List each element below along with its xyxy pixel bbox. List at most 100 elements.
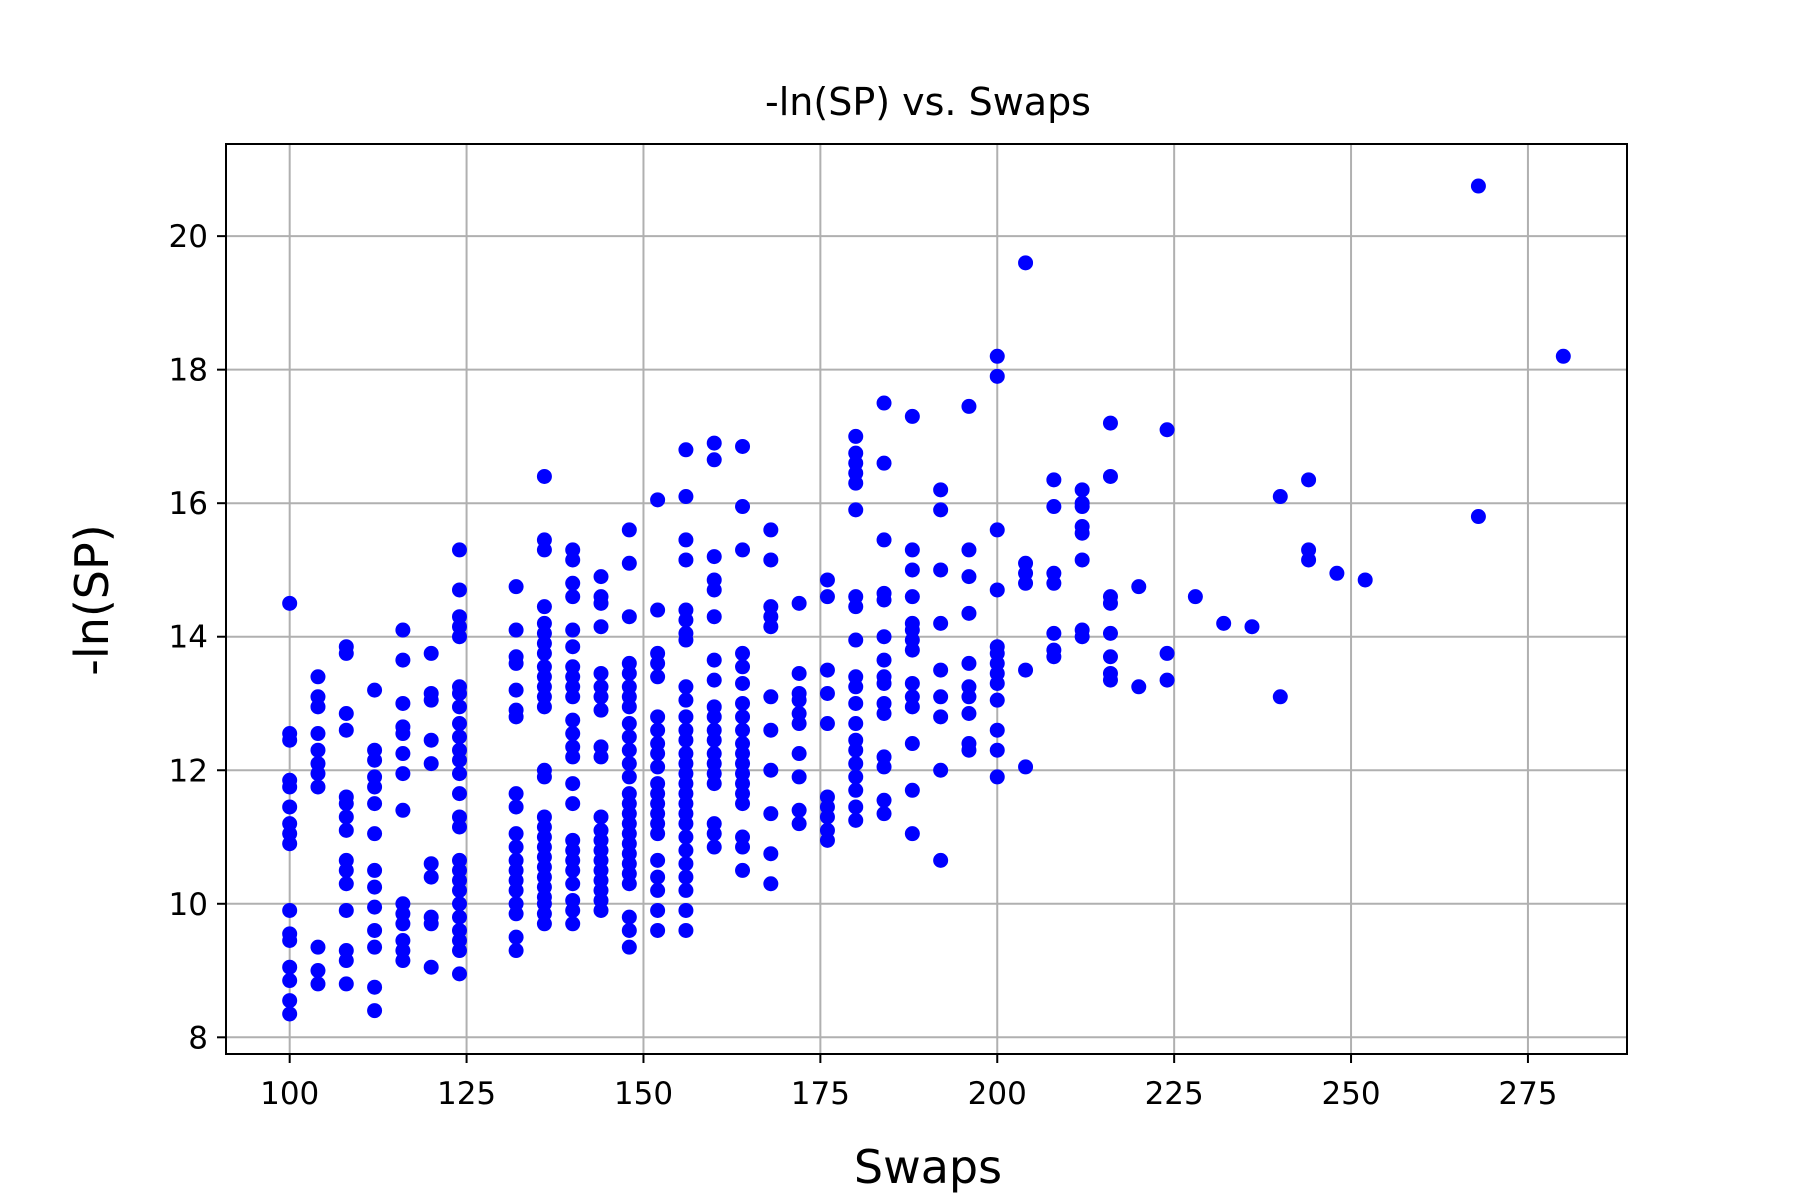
data-point xyxy=(848,632,864,648)
data-point xyxy=(536,532,552,548)
data-point xyxy=(1555,348,1571,364)
data-point xyxy=(1046,642,1062,658)
data-point xyxy=(735,862,751,878)
data-point xyxy=(791,816,807,832)
data-points xyxy=(282,178,1571,1022)
data-point xyxy=(423,959,439,975)
data-point xyxy=(1074,519,1090,535)
data-point xyxy=(621,522,637,538)
data-point xyxy=(367,769,383,785)
data-point xyxy=(536,615,552,631)
data-point xyxy=(933,709,949,725)
data-point xyxy=(848,502,864,518)
data-point xyxy=(650,492,666,508)
data-point xyxy=(763,689,779,705)
data-point xyxy=(338,902,354,918)
data-point xyxy=(706,699,722,715)
data-point xyxy=(310,742,326,758)
data-point xyxy=(508,579,524,595)
data-point xyxy=(565,712,581,728)
data-point xyxy=(650,669,666,685)
data-point xyxy=(565,876,581,892)
data-point xyxy=(593,589,609,605)
data-point xyxy=(1216,615,1232,631)
data-point xyxy=(989,769,1005,785)
data-point xyxy=(735,499,751,515)
data-point xyxy=(338,809,354,825)
data-point xyxy=(367,922,383,938)
data-point xyxy=(508,799,524,815)
data-point xyxy=(933,482,949,498)
data-point xyxy=(933,615,949,631)
data-point xyxy=(933,562,949,578)
data-point xyxy=(735,722,751,738)
data-point xyxy=(593,822,609,838)
data-point xyxy=(452,809,467,825)
data-point xyxy=(282,816,298,832)
data-point xyxy=(565,575,581,591)
data-point xyxy=(565,726,581,742)
data-point xyxy=(508,929,524,945)
data-point xyxy=(1102,468,1118,484)
data-point xyxy=(508,826,524,842)
data-point xyxy=(310,963,326,979)
data-point xyxy=(791,746,807,762)
data-point xyxy=(565,796,581,812)
data-point xyxy=(310,726,326,742)
data-point xyxy=(508,852,524,868)
data-point xyxy=(678,902,694,918)
data-point xyxy=(282,595,298,611)
data-point xyxy=(282,926,298,942)
data-point xyxy=(819,662,835,678)
data-point xyxy=(763,806,779,822)
data-point xyxy=(395,719,411,735)
data-point xyxy=(1102,625,1118,641)
data-point xyxy=(452,729,467,745)
data-point xyxy=(904,826,920,842)
data-point xyxy=(706,435,722,451)
x-tick-label: 175 xyxy=(791,1076,850,1112)
data-point xyxy=(848,428,864,444)
data-point xyxy=(678,722,694,738)
data-point xyxy=(621,729,637,745)
y-tick-label: 18 xyxy=(169,353,208,389)
data-point xyxy=(508,682,524,698)
data-point xyxy=(904,615,920,631)
x-tick-label: 275 xyxy=(1498,1076,1557,1112)
plot-area-frame xyxy=(225,143,1628,1055)
data-point xyxy=(452,582,467,598)
data-point xyxy=(1046,565,1062,581)
data-point xyxy=(367,796,383,812)
data-point xyxy=(1159,645,1175,661)
data-point xyxy=(989,742,1005,758)
data-point xyxy=(706,452,722,468)
data-point xyxy=(989,348,1005,364)
data-point xyxy=(367,862,383,878)
data-point xyxy=(791,769,807,785)
data-point xyxy=(367,682,383,698)
data-point xyxy=(367,899,383,915)
data-point xyxy=(452,766,467,782)
data-point xyxy=(310,939,326,955)
data-point xyxy=(961,706,977,722)
data-point xyxy=(876,395,892,411)
data-point xyxy=(791,665,807,681)
x-tick-label: 200 xyxy=(968,1076,1027,1112)
data-point xyxy=(876,532,892,548)
data-point xyxy=(565,739,581,755)
data-point xyxy=(791,802,807,818)
data-point xyxy=(650,709,666,725)
data-point xyxy=(1187,589,1203,605)
data-point xyxy=(848,445,864,461)
data-point xyxy=(1102,665,1118,681)
data-point xyxy=(338,639,354,655)
data-point xyxy=(452,909,467,925)
data-point xyxy=(763,846,779,862)
x-tick-label: 150 xyxy=(614,1076,673,1112)
data-point xyxy=(621,922,637,938)
data-point xyxy=(735,709,751,725)
data-point xyxy=(282,799,298,815)
data-point xyxy=(452,609,467,625)
data-point xyxy=(735,542,751,558)
data-point xyxy=(819,589,835,605)
